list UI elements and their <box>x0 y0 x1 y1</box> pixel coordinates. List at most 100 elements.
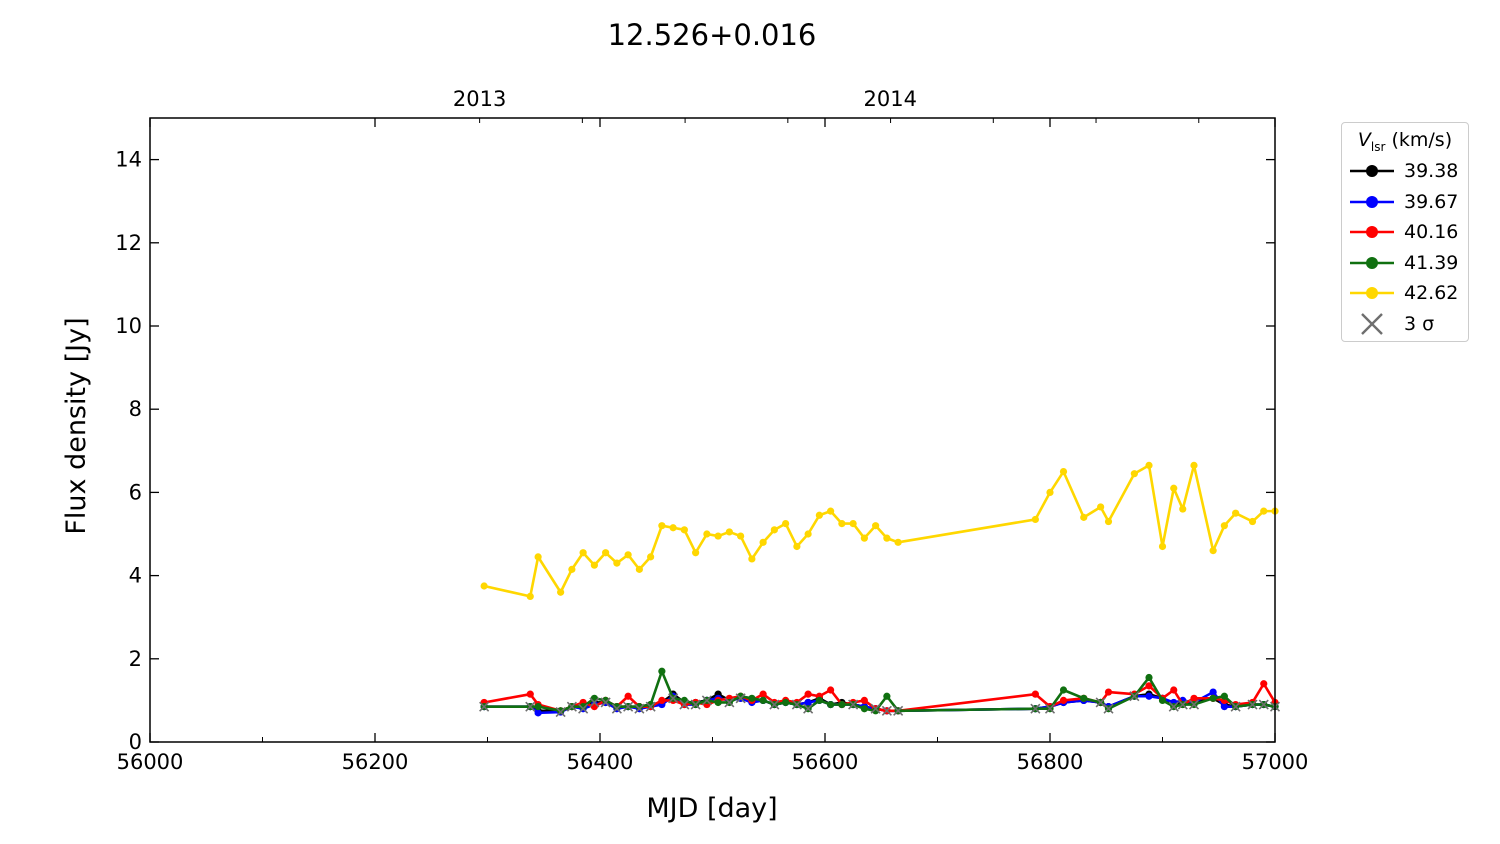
upper-limit-marker <box>1095 697 1106 708</box>
upper-limit-marker <box>803 703 814 714</box>
y-tick-label: 6 <box>129 480 142 504</box>
upper-limit-marker <box>1177 699 1188 710</box>
data-point <box>838 520 846 528</box>
data-point <box>1232 509 1240 517</box>
series-line <box>484 669 1276 713</box>
top-year-label: 2014 <box>864 87 917 111</box>
upper-limit-marker <box>1247 699 1258 710</box>
x-tick-label: 56000 <box>117 750 184 774</box>
upper-limit-marker <box>1258 699 1269 710</box>
data-point <box>526 690 534 698</box>
data-point <box>692 549 700 557</box>
data-point <box>815 696 823 705</box>
data-point <box>534 553 542 561</box>
data-point <box>624 692 632 700</box>
data-point <box>804 690 812 698</box>
upper-limit-marker <box>479 701 490 712</box>
upper-limit-marker <box>870 703 881 714</box>
data-point <box>1097 503 1105 511</box>
marker-stroke <box>566 701 577 712</box>
data-point <box>658 667 666 675</box>
data-point <box>714 532 722 540</box>
swatch-marker <box>1366 195 1378 208</box>
data-point <box>658 522 666 530</box>
plot-frame <box>149 117 1276 743</box>
data-point <box>1145 461 1153 469</box>
legend-label: 39.38 <box>1404 160 1459 182</box>
legend-title: Vlsr (km/s) <box>1357 129 1453 154</box>
data-point <box>1220 522 1228 530</box>
data-point <box>1170 484 1178 492</box>
data-point <box>1104 517 1113 526</box>
marker-stroke <box>701 695 712 706</box>
legend-swatch <box>1350 195 1394 208</box>
marker-stroke <box>881 705 892 716</box>
upper-limit-swatch <box>1361 312 1383 335</box>
y-axis-label: Flux density [Jy] <box>61 317 92 534</box>
data-point <box>557 588 565 596</box>
upper-limit-markers <box>479 691 1281 718</box>
data-point <box>635 565 643 573</box>
marker-stroke <box>893 705 904 716</box>
swatch-marker <box>1366 226 1378 238</box>
data-point <box>579 549 587 557</box>
marker-stroke <box>1188 699 1200 710</box>
legend-label: 41.39 <box>1404 251 1459 274</box>
data-point <box>647 553 655 561</box>
data-point <box>1260 507 1268 515</box>
upper-limit-marker <box>566 701 577 712</box>
y-axis: 0 2 4 6 8 10 12 14 <box>115 148 1275 754</box>
upper-limit-marker <box>1230 701 1241 712</box>
data-point <box>624 551 632 559</box>
data-point <box>658 696 666 705</box>
y-tick-label: 0 <box>129 730 142 754</box>
marker-stroke <box>645 701 656 712</box>
marker-stroke <box>1247 699 1258 710</box>
legend: Vlsr (km/s) 39.38 39.67 40.16 41.39 42.62 3 σ <box>1341 122 1469 342</box>
marker-stroke <box>555 706 566 718</box>
marker-stroke <box>1168 701 1179 712</box>
upper-limit-marker <box>701 695 712 706</box>
legend-label: 42.62 <box>1404 282 1459 304</box>
data-point <box>815 511 823 519</box>
data-point <box>1145 682 1153 690</box>
data-point <box>860 696 868 705</box>
data-point <box>534 709 542 717</box>
marker-stroke <box>803 703 814 714</box>
x-tick-label: 56600 <box>792 750 859 774</box>
data-point <box>737 692 745 700</box>
data-point <box>613 559 621 567</box>
x-axis-label: MJD [day] <box>646 793 777 824</box>
top-year-label: 2013 <box>453 87 506 111</box>
data-point <box>647 700 655 709</box>
data-point <box>1145 673 1153 682</box>
data-point <box>804 698 812 707</box>
marker-stroke <box>870 703 881 714</box>
data-point <box>1104 688 1113 696</box>
data-point <box>748 555 756 563</box>
plot-area <box>479 461 1281 718</box>
data-point <box>613 703 621 711</box>
upper-limit-marker <box>668 693 679 704</box>
upper-limit-marker <box>791 699 802 710</box>
legend-item: 3 σ <box>1348 311 1466 337</box>
marker-stroke <box>690 699 701 710</box>
data-point <box>590 561 598 569</box>
data-point <box>770 526 778 534</box>
data-point <box>635 703 643 711</box>
series-line <box>483 464 1275 598</box>
data-point <box>480 582 488 590</box>
marker-stroke <box>769 699 780 710</box>
data-point <box>602 696 610 705</box>
data-point <box>1179 505 1187 513</box>
marker-stroke <box>600 697 611 708</box>
data-point <box>1190 694 1198 702</box>
data-point <box>883 692 891 700</box>
data-point <box>782 698 790 707</box>
data-point <box>849 520 857 528</box>
data-point <box>1059 696 1068 705</box>
data-point <box>557 707 565 715</box>
data-point <box>1158 696 1167 705</box>
upper-limit-marker <box>735 693 746 704</box>
marker-stroke <box>578 703 589 714</box>
